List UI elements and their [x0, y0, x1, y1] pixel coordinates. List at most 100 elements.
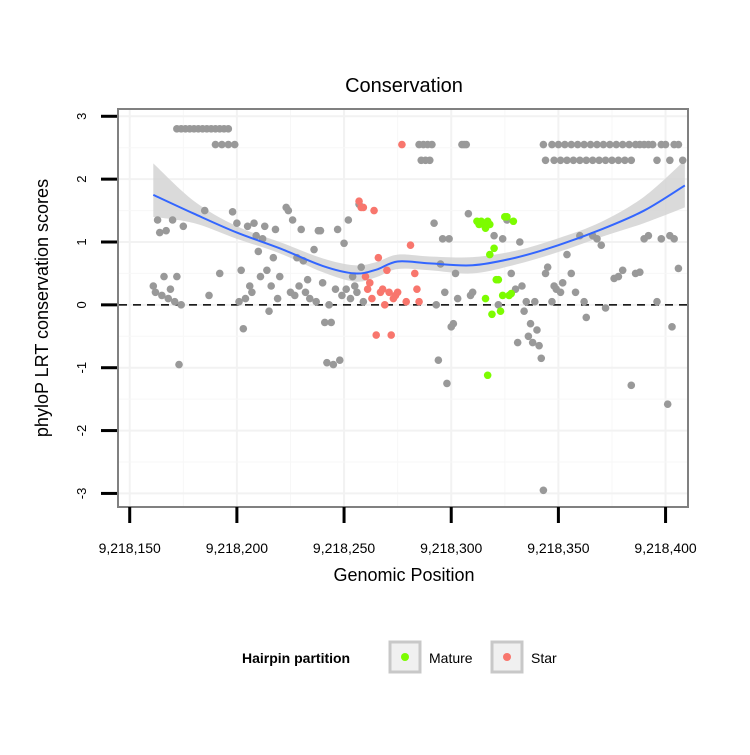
point-other [263, 266, 271, 275]
point-other [625, 140, 633, 149]
point-other [230, 140, 239, 149]
point-other [593, 140, 601, 149]
point-star [385, 288, 393, 297]
point-other [149, 282, 158, 290]
point-other [301, 288, 310, 297]
point-other [663, 400, 672, 408]
point-other [537, 354, 546, 363]
point-other [275, 272, 284, 281]
point-other [571, 288, 580, 297]
legend-star-dot [503, 653, 511, 661]
point-other [252, 231, 260, 240]
point-other [468, 288, 477, 297]
point-star [393, 288, 402, 297]
point-other [462, 140, 471, 149]
point-other [533, 326, 541, 334]
point-mature [486, 250, 494, 259]
point-other [173, 272, 181, 281]
point-other [243, 222, 252, 231]
point-star [398, 140, 406, 149]
point-other [580, 297, 588, 306]
point-other [548, 297, 556, 306]
y-tick-label: -1 [74, 362, 89, 374]
point-other [329, 360, 338, 369]
point-other [318, 279, 327, 287]
point-other [269, 253, 278, 262]
point-other [271, 225, 280, 234]
point-other [237, 266, 245, 275]
point-other [520, 307, 528, 315]
point-other [618, 266, 627, 275]
point-other [325, 301, 333, 309]
grid-lines [119, 110, 687, 506]
point-mature [490, 244, 498, 253]
x-tick-label: 9,218,200 [206, 540, 268, 556]
point-mature [507, 289, 516, 298]
point-star [359, 203, 368, 212]
point-other [224, 125, 233, 133]
point-other [344, 216, 353, 224]
point-other [576, 156, 584, 165]
point-other [556, 156, 565, 165]
point-other [539, 140, 548, 149]
point-other [320, 318, 329, 327]
legend-key-star [490, 640, 524, 674]
point-other [535, 341, 543, 350]
point-other [580, 140, 588, 149]
point-other [331, 285, 340, 293]
point-other [175, 360, 183, 369]
x-tick-label: 9,218,300 [420, 540, 482, 556]
point-other [350, 282, 359, 290]
point-other [215, 269, 224, 278]
point-other [627, 381, 636, 390]
point-star [410, 269, 419, 278]
point-star [380, 301, 389, 309]
x-tick-label: 9,218,250 [313, 540, 375, 556]
point-star [374, 253, 383, 262]
point-other [451, 269, 460, 278]
point-other [310, 245, 318, 254]
point-other [612, 140, 621, 149]
point-other [464, 209, 473, 218]
point-other [241, 294, 250, 303]
point-star [355, 197, 363, 205]
point-other [593, 235, 601, 243]
point-star [402, 297, 411, 306]
point-other [346, 294, 355, 303]
point-other [273, 294, 282, 303]
point-other [498, 235, 507, 243]
point-other [674, 140, 683, 149]
point-other [614, 272, 623, 281]
point-star [406, 241, 415, 249]
point-other [428, 140, 436, 149]
point-other [235, 297, 243, 306]
point-other [254, 247, 263, 256]
point-other [211, 140, 220, 149]
point-other [445, 235, 453, 243]
point-other [312, 297, 320, 306]
point-mature [496, 307, 505, 315]
x-tick-label: 9,218,400 [634, 540, 696, 556]
point-other [554, 140, 563, 149]
point-other [288, 216, 297, 224]
point-other [342, 285, 351, 293]
point-other [597, 241, 606, 249]
point-other [524, 332, 533, 341]
point-other [518, 282, 526, 290]
y-tick-label: -2 [74, 425, 89, 437]
point-other [522, 297, 531, 306]
point-other [297, 225, 305, 234]
point-other [260, 222, 269, 231]
point-other [614, 156, 623, 165]
point-other [582, 156, 591, 165]
point-star [415, 297, 423, 306]
point-mature [481, 294, 490, 303]
point-other [653, 297, 661, 306]
point-other [256, 272, 265, 281]
point-other [316, 226, 325, 235]
point-other [250, 219, 258, 227]
point-star [383, 266, 391, 275]
y-tick-label: 0 [74, 301, 89, 308]
point-other [606, 140, 614, 149]
point-other [434, 356, 443, 364]
